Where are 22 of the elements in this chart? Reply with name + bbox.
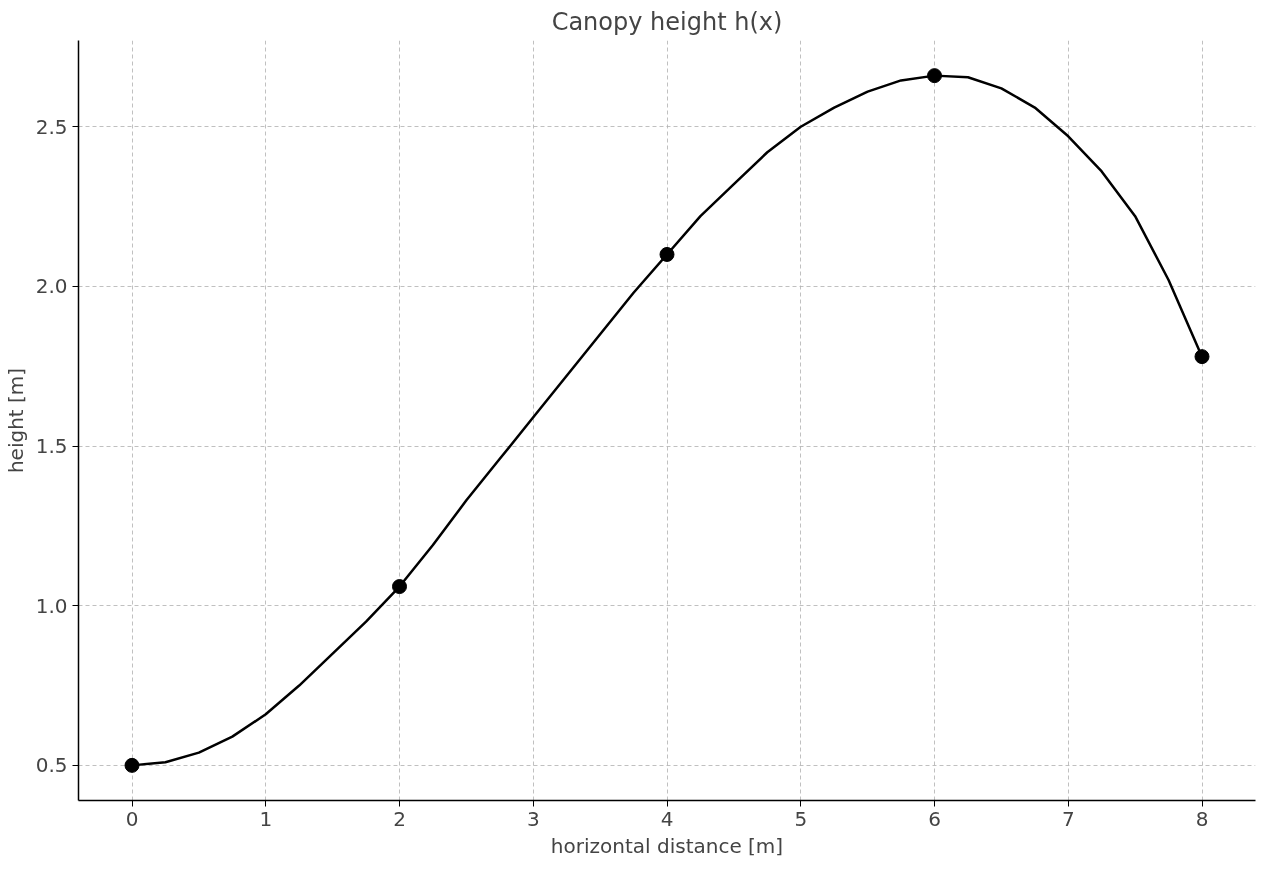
y-tick-label: 2.0	[35, 274, 68, 299]
point	[659, 246, 675, 262]
x-axis-title: horizontal distance [m]	[550, 833, 784, 858]
y-tick-label: 0.5	[35, 753, 68, 778]
x-tick-label: 4	[660, 806, 674, 831]
y-axis-title: height [m]	[3, 367, 28, 474]
x-tick-label: 8	[1195, 806, 1209, 831]
y-tick-label: 1.0	[35, 593, 68, 618]
point	[927, 68, 942, 84]
x-tick-label: 2	[393, 806, 406, 831]
x-tick-label: 6	[928, 806, 941, 831]
y-tick-label: 2.5	[35, 114, 68, 139]
x-tick-label: 0	[125, 806, 139, 831]
x-tick-label: 7	[1061, 806, 1075, 831]
y-tick-label: 1.5	[35, 434, 68, 459]
chart-title: Canopy height h(x)	[551, 7, 783, 36]
x-tick-label: 3	[526, 806, 540, 831]
x-tick-label: 1	[259, 806, 273, 831]
x-tick-label: 5	[794, 806, 808, 831]
point	[392, 579, 407, 595]
point	[1194, 349, 1210, 365]
point	[124, 757, 140, 773]
